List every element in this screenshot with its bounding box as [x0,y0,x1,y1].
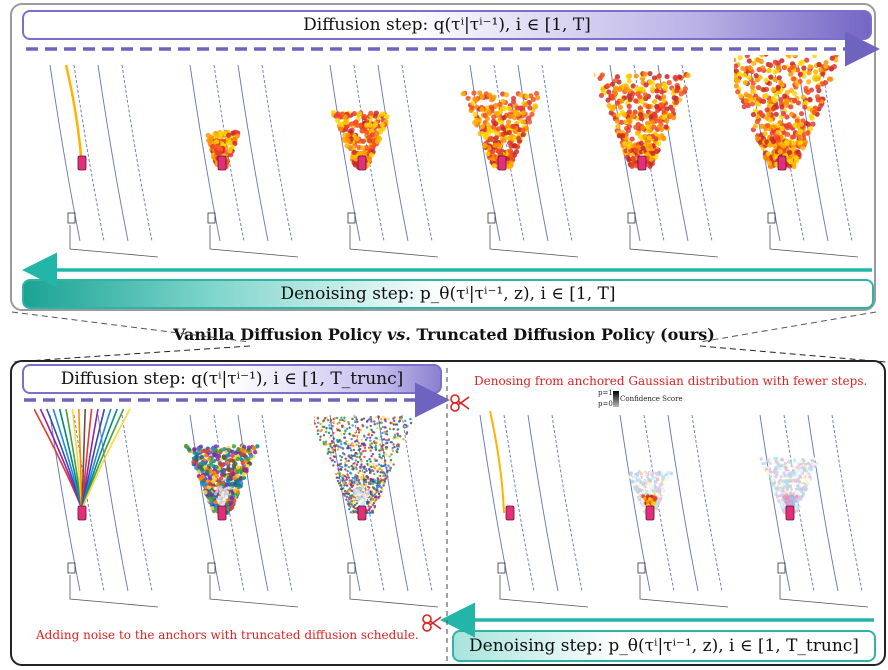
ego-car [357,155,367,171]
truncated-diffusion-frame [10,360,886,666]
lane-lines [609,64,719,258]
lane-lines [619,414,729,608]
ego-car [637,155,647,171]
title-vs: vs. [386,325,411,344]
lane-lines [759,414,869,608]
trajectory-samples [722,51,839,170]
lane-lines [49,64,159,258]
ego-car [497,155,507,171]
confidence-legend: p=1 p=0 Confidence Score [598,389,718,411]
scissors-icon [450,394,470,412]
zoom-connector-right [699,311,877,343]
scene-panel [590,55,728,269]
scene-panel [454,55,588,269]
lane-lines [189,414,299,608]
confidence-p1: p=1 [598,389,613,397]
gt-trajectory [64,64,84,168]
ego-car [77,505,87,521]
zoom-connector-left-bottom [11,345,251,363]
lane-lines [329,64,439,258]
scene-panel [604,405,738,619]
scene-panel [744,405,878,619]
confidence-label: Confidence Score [620,395,683,403]
ego-car [357,505,367,521]
scene-panel [310,405,448,619]
confidence-p0: p=0 [598,400,613,408]
top-diffusion-text: Diffusion step: q(τⁱ|τⁱ⁻¹), i ∈ [1, T] [303,15,591,35]
ego-car [217,155,227,171]
lane-lines [469,64,579,258]
scene-panel [174,405,308,619]
confidence-colorbar [613,391,619,407]
scene-panel [464,405,598,619]
scissors-icon [422,614,442,632]
note-anchored-denoising: Denosing from anchored Gaussian distribu… [474,374,868,388]
trajectory-samples [310,415,413,515]
note-truncated-noise: Adding noise to the anchors with truncat… [36,628,419,642]
trajectory-samples [352,485,370,507]
bottom-diffusion-text: Diffusion step: q(τⁱ|τⁱ⁻¹), i ∈ [1, T_tr… [60,369,404,389]
scene-panel [34,55,168,269]
predicted-trajectory [489,410,505,514]
zoom-connector-left [11,311,251,343]
ego-car [217,505,227,521]
ego-car [645,505,655,521]
anchor-trajectories [33,408,131,510]
scene-panel [33,405,168,619]
bottom-diffusion-step-label: Diffusion step: q(τⁱ|τⁱ⁻¹), i ∈ [1, T_tr… [22,364,442,394]
vanilla-diffusion-frame [10,3,876,311]
ego-car [777,155,787,171]
zoom-connector-right-bottom [699,345,887,363]
lane-lines [479,414,589,608]
scene-panel [314,55,448,269]
lane-lines [189,64,299,258]
top-denoising-step-label: Denoising step: p_θ(τⁱ|τⁱ⁻¹, z), i ∈ [1,… [22,279,874,309]
ego-car [785,505,795,521]
top-diffusion-step-label: Diffusion step: q(τⁱ|τⁱ⁻¹), i ∈ [1, T] [22,10,872,40]
trajectory-samples [759,456,819,515]
ego-car [77,155,87,171]
trajectory-samples [213,485,233,507]
ego-car [505,505,515,521]
trajectory-samples [590,70,691,169]
trajectory-samples [183,443,260,516]
top-denoising-text: Denoising step: p_θ(τⁱ|τⁱ⁻¹, z), i ∈ [1,… [280,284,616,304]
title-truncated: Truncated Diffusion Policy (ours) [410,325,715,344]
scene-panel [174,55,308,269]
scene-panel [722,51,868,269]
bottom-denoising-step-label: Denoising step: p_θ(τⁱ|τⁱ⁻¹, z), i ∈ [1,… [452,630,876,662]
bottom-denoising-text: Denoising step: p_θ(τⁱ|τⁱ⁻¹, z), i ∈ [1,… [469,636,859,656]
